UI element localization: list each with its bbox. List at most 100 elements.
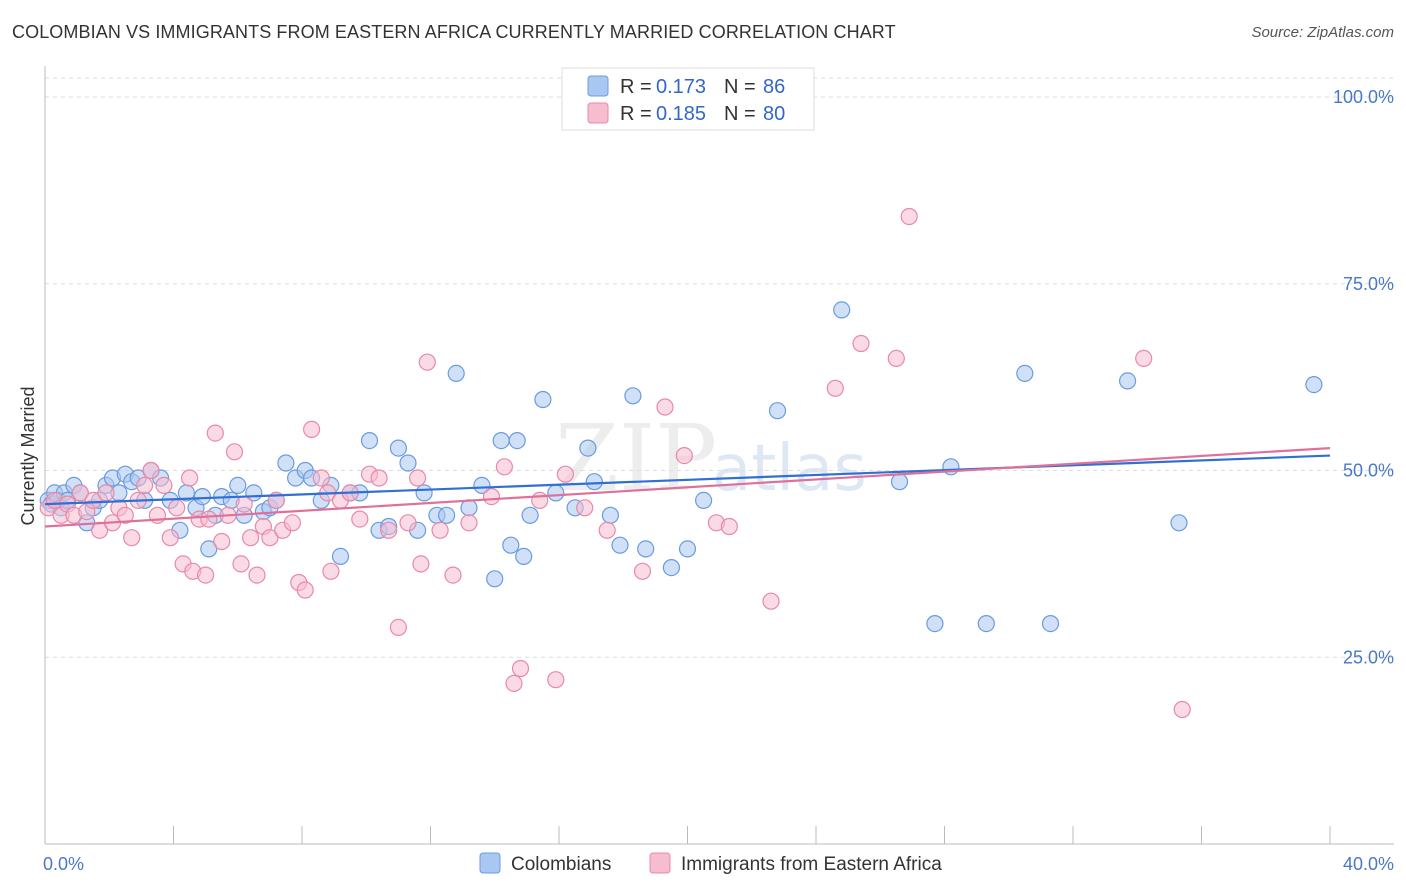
point-colombians xyxy=(438,506,456,524)
top-legend: R = 0.173 N = 86 R = 0.185 N = 80 xyxy=(561,67,815,131)
x-tick-label-min: 0.0% xyxy=(43,854,84,874)
point-colombians xyxy=(508,432,526,450)
point-colombians xyxy=(926,614,944,633)
legend-r-value-1: 0.173 xyxy=(656,76,706,98)
point-eastern-africa xyxy=(431,521,449,539)
data-points xyxy=(39,207,1323,719)
legend-n-value-1: 86 xyxy=(763,76,785,98)
point-colombians xyxy=(492,432,510,450)
point-eastern-africa xyxy=(84,491,102,509)
point-eastern-africa xyxy=(351,510,369,528)
point-eastern-africa xyxy=(1173,700,1191,719)
point-eastern-africa xyxy=(656,398,674,416)
point-colombians xyxy=(1041,614,1060,633)
point-eastern-africa xyxy=(887,349,905,367)
point-eastern-africa xyxy=(370,469,388,487)
axes xyxy=(44,66,1394,845)
point-colombians xyxy=(768,402,787,420)
point-eastern-africa xyxy=(155,476,173,494)
point-eastern-africa xyxy=(248,566,266,584)
legend-r-value-2: 0.185 xyxy=(656,103,706,125)
legend-n-label-2: N = xyxy=(724,103,756,125)
point-eastern-africa xyxy=(206,424,224,442)
point-eastern-africa xyxy=(303,420,321,438)
point-colombians xyxy=(193,488,211,506)
point-eastern-africa xyxy=(675,447,693,465)
point-colombians xyxy=(1016,364,1034,382)
point-colombians xyxy=(1118,372,1137,390)
point-eastern-africa xyxy=(200,510,218,528)
point-eastern-africa xyxy=(1135,349,1153,367)
point-colombians xyxy=(694,491,713,509)
legend-n-label-1: N = xyxy=(724,76,756,98)
point-eastern-africa xyxy=(225,443,244,461)
point-eastern-africa xyxy=(460,514,478,532)
point-eastern-africa xyxy=(598,521,616,539)
point-colombians xyxy=(399,454,417,472)
point-eastern-africa xyxy=(505,674,523,693)
chart-title: COLOMBIAN VS IMMIGRANTS FROM EASTERN AFR… xyxy=(12,22,896,42)
point-eastern-africa xyxy=(495,458,513,476)
point-eastern-africa xyxy=(900,207,918,226)
point-colombians xyxy=(637,540,655,558)
point-eastern-africa xyxy=(136,476,154,494)
point-eastern-africa xyxy=(576,499,594,517)
point-colombians xyxy=(502,536,520,554)
point-colombians xyxy=(534,390,552,409)
legend-swatch-colombians xyxy=(587,75,609,97)
point-colombians xyxy=(447,364,465,382)
y-tick-label: 25.0% xyxy=(1343,647,1394,667)
point-eastern-africa xyxy=(511,659,530,678)
point-colombians xyxy=(277,454,295,472)
point-eastern-africa xyxy=(168,499,186,517)
point-colombians xyxy=(833,301,851,319)
point-eastern-africa xyxy=(242,529,260,547)
y-tick-label: 100.0% xyxy=(1333,87,1394,107)
trend-line-colombians xyxy=(44,454,1331,506)
point-eastern-africa xyxy=(547,671,565,689)
point-eastern-africa xyxy=(123,529,141,547)
y-axis-label: Currently Married xyxy=(18,386,38,525)
point-colombians xyxy=(360,432,379,450)
point-colombians xyxy=(547,484,565,502)
point-colombians xyxy=(1305,376,1323,394)
point-colombians xyxy=(585,473,603,491)
point-colombians xyxy=(662,558,681,577)
point-colombians xyxy=(460,499,478,517)
watermark-atlas: atlas xyxy=(712,432,867,506)
point-colombians xyxy=(611,536,629,554)
point-eastern-africa xyxy=(197,566,215,584)
point-eastern-africa xyxy=(399,514,417,532)
point-eastern-africa xyxy=(181,469,199,487)
bottom-legend-colombians: Colombians xyxy=(511,854,611,875)
point-eastern-africa xyxy=(322,562,340,580)
point-colombians xyxy=(229,476,247,494)
point-colombians xyxy=(473,476,491,494)
point-eastern-africa xyxy=(296,581,314,599)
point-eastern-africa xyxy=(97,484,115,502)
legend-r-label-1: R = xyxy=(620,76,652,98)
point-colombians xyxy=(415,484,433,502)
tick-labels: 25.0% 50.0% 75.0% 100.0% 0.0% 40.0% xyxy=(43,87,1394,874)
legend-r-label-2: R = xyxy=(620,103,652,125)
point-colombians xyxy=(601,506,620,524)
point-colombians xyxy=(200,540,218,558)
point-colombians xyxy=(515,547,533,566)
point-eastern-africa xyxy=(235,495,253,513)
point-colombians xyxy=(389,439,407,457)
point-eastern-africa xyxy=(232,555,250,573)
point-eastern-africa xyxy=(720,517,738,536)
bottom-legend-swatch-eastern-africa xyxy=(649,852,671,874)
point-colombians xyxy=(678,540,697,558)
bottom-legend-eastern-africa: Immigrants from Eastern Africa xyxy=(681,854,942,875)
source-credit: Source: ZipAtlas.com xyxy=(1251,24,1394,41)
trend-line-eastern-africa xyxy=(44,446,1331,528)
bottom-legend: Colombians Immigrants from Eastern Afric… xyxy=(479,852,942,875)
point-eastern-africa xyxy=(380,521,398,539)
trend-lines xyxy=(44,446,1331,528)
point-eastern-africa xyxy=(531,491,549,509)
point-colombians xyxy=(890,473,909,491)
point-colombians xyxy=(977,614,995,633)
x-tick-label-max: 40.0% xyxy=(1343,854,1394,874)
